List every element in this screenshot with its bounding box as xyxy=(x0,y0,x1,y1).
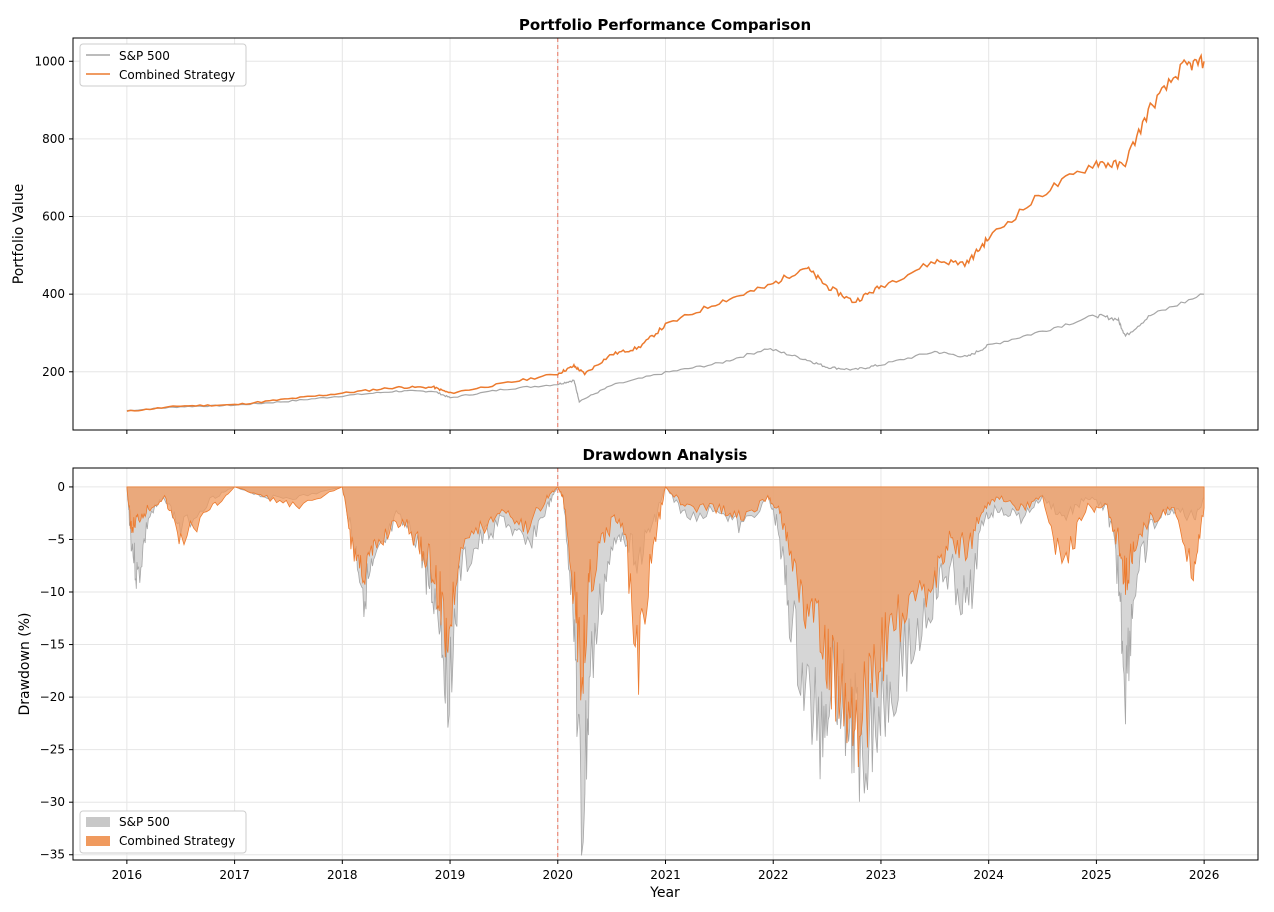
performance-legend: S&P 500 Combined Strategy xyxy=(79,43,247,87)
drawdown-xtick-label: 2018 xyxy=(327,868,358,882)
drawdown-xtick-label: 2020 xyxy=(542,868,573,882)
drawdown-xtick-label: 2016 xyxy=(112,868,143,882)
performance-ytick-label: 600 xyxy=(42,210,65,224)
performance-x-ticks xyxy=(126,430,1205,434)
drawdown-y-axis-label: Drawdown (%) xyxy=(17,612,33,715)
legend-strategy-area-label: Combined Strategy xyxy=(119,834,235,848)
legend-strategy-area-swatch xyxy=(86,836,110,846)
drawdown-ytick-label: −20 xyxy=(40,690,65,704)
performance-ytick-label: 1000 xyxy=(34,54,65,68)
drawdown-ytick-label: −15 xyxy=(40,638,65,652)
performance-ytick-label: 200 xyxy=(42,365,65,379)
drawdown-ytick-label: 0 xyxy=(57,480,65,494)
drawdown-ytick-label: −5 xyxy=(47,532,65,546)
sp500-performance-line xyxy=(126,293,1205,412)
drawdown-ytick-label: −10 xyxy=(40,585,65,599)
performance-ytick-label: 800 xyxy=(42,132,65,146)
performance-chart: Portfolio Performance Comparison 200 400 6… xyxy=(11,16,1259,434)
performance-y-ticks: 200 400 600 800 1000 xyxy=(34,54,73,379)
drawdown-chart: Drawdown Analysis 0−5−10−15−20−25−30−35 … xyxy=(17,446,1259,901)
drawdown-ytick-label: −25 xyxy=(40,743,65,757)
drawdown-xtick-label: 2023 xyxy=(866,868,897,882)
drawdown-xtick-label: 2024 xyxy=(973,868,1004,882)
performance-gridlines xyxy=(73,38,1258,430)
drawdown-y-ticks: 0 −5 −10 −15 −20 −25 −30 −35 xyxy=(40,480,73,862)
performance-ytick-label: 400 xyxy=(42,287,65,301)
performance-y-axis-label: Portfolio Value xyxy=(11,184,27,285)
drawdown-gridlines xyxy=(73,468,1258,860)
legend-sp500-area-swatch xyxy=(86,817,110,827)
drawdown-x-ticks: 2016 2017 2018 2019 2020 2021 2022 2023 2024 2025… xyxy=(112,860,1220,882)
drawdown-xtick-label: 2025 xyxy=(1081,868,1112,882)
drawdown-legend-box xyxy=(79,810,247,854)
legend-sp500-area-label: S&P 500 xyxy=(119,815,170,829)
drawdown-xtick-label: 2022 xyxy=(758,868,789,882)
drawdown-xtick-label: 2017 xyxy=(219,868,250,882)
performance-chart-title: Portfolio Performance Comparison xyxy=(519,16,811,34)
drawdown-ytick-label: −30 xyxy=(40,795,65,809)
drawdown-x-axis-label: Year xyxy=(649,885,680,901)
strategy-performance-line xyxy=(126,53,1205,412)
strategy-drawdown-area xyxy=(126,486,1205,768)
drawdown-chart-title: Drawdown Analysis xyxy=(583,446,748,464)
drawdown-legend: S&P 500 Combined Strategy xyxy=(79,810,247,854)
performance-legend-box xyxy=(79,43,247,87)
drawdown-xtick-label: 2021 xyxy=(650,868,681,882)
drawdown-xtick-label: 2019 xyxy=(435,868,466,882)
legend-sp500-label: S&P 500 xyxy=(119,49,170,63)
legend-strategy-label: Combined Strategy xyxy=(119,68,235,82)
drawdown-ytick-label: −35 xyxy=(40,848,65,862)
drawdown-xtick-label: 2026 xyxy=(1189,868,1220,882)
